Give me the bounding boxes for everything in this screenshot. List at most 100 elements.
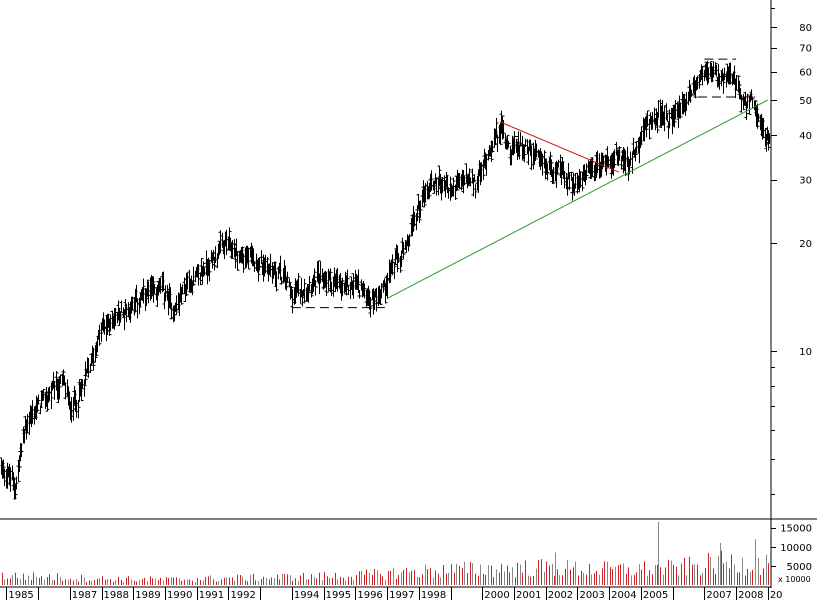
ohlc-bar — [145, 279, 150, 297]
ohlc-bar — [199, 258, 204, 277]
ohlc-bar — [83, 361, 88, 385]
ohlc-bar — [119, 300, 124, 313]
ohlc-bar — [151, 276, 156, 303]
ohlc-bar — [340, 277, 345, 297]
ohlc-bar — [617, 146, 622, 161]
ohlc-bar — [545, 163, 550, 181]
ohlc-bar — [678, 102, 683, 119]
ohlc-bar — [36, 394, 41, 405]
ohlc-bar — [201, 261, 206, 277]
ohlc-bar — [246, 247, 251, 270]
year-label: 2000 — [484, 590, 509, 600]
year-label: 2003 — [579, 590, 604, 600]
price-tick-label: 30 — [799, 176, 812, 187]
ohlc-bar — [567, 172, 572, 191]
ohlc-bar — [453, 184, 458, 200]
ohlc-bar — [492, 128, 497, 148]
volume-tick-label: 15000 — [780, 524, 812, 535]
ohlc-bar — [307, 276, 312, 292]
ohlc-bar — [612, 149, 617, 168]
ohlc-bar — [737, 80, 742, 100]
ohlc-bar — [88, 363, 93, 374]
ohlc-bar — [417, 200, 422, 224]
volume-bars-group — [2, 522, 769, 585]
ohlc-bar — [313, 280, 318, 296]
ohlc-bar — [549, 159, 554, 178]
ohlc-bar — [766, 130, 771, 151]
ohlc-bar — [93, 344, 98, 363]
ohlc-bar — [180, 284, 185, 295]
ohlc-bar — [256, 257, 261, 282]
ohlc-bar — [13, 483, 18, 500]
ohlc-bar — [82, 379, 87, 397]
ohlc-bar — [328, 268, 333, 293]
year-label: 2002 — [548, 590, 573, 600]
ohlc-bar — [473, 184, 478, 199]
year-label: 1994 — [294, 590, 319, 600]
year-label: 2007 — [706, 590, 731, 600]
ohlc-bar — [357, 290, 362, 299]
ohlc-bar — [401, 242, 406, 260]
ohlc-bar — [61, 369, 66, 386]
ohlc-bar — [184, 272, 189, 297]
year-label: 2004 — [611, 590, 636, 600]
year-label: 1985 — [8, 590, 33, 600]
year-label: 1989 — [135, 590, 160, 600]
year-label: 1991 — [199, 590, 224, 600]
ohlc-bar — [57, 376, 62, 400]
ohlc-bar — [455, 169, 460, 191]
resistance-line — [499, 121, 619, 173]
ohlc-bar — [212, 256, 217, 271]
ohlc-bar — [289, 286, 294, 299]
year-label: 1988 — [104, 590, 129, 600]
ohlc-bar — [512, 131, 517, 154]
price-bars-group — [0, 60, 772, 500]
ohlc-bar — [362, 283, 367, 299]
price-tick-label: 50 — [799, 96, 812, 107]
year-label: 1997 — [389, 590, 414, 600]
ohlc-bar — [19, 443, 24, 458]
ohlc-bar — [693, 80, 698, 99]
ohlc-bar — [467, 168, 472, 185]
ohlc-bar — [633, 147, 638, 162]
ohlc-bar — [407, 234, 412, 247]
price-tick-label: 60 — [799, 68, 812, 79]
year-label: 20 — [770, 590, 783, 600]
ohlc-bar — [207, 259, 212, 282]
support-line — [386, 99, 769, 299]
ohlc-bar — [548, 151, 553, 176]
ohlc-bar — [422, 185, 427, 208]
ohlc-bar — [721, 73, 726, 94]
ohlc-bar — [747, 95, 752, 115]
ohlc-bar — [555, 162, 560, 175]
ohlc-bar — [708, 61, 713, 78]
volume-ticks-group: 15000 10000 5000 — [771, 524, 812, 573]
ohlc-bar — [97, 324, 102, 346]
ohlc-bar — [614, 142, 619, 156]
price-tick-label: 40 — [799, 131, 812, 142]
ohlc-bar — [274, 271, 279, 292]
year-axis-group: 1985 1987 1988 1989 1990 1991 1992 1994 1995 1996… — [6, 587, 783, 600]
ohlc-bar — [141, 278, 146, 304]
ohlc-bar — [179, 288, 184, 305]
ohlc-bar — [489, 140, 494, 162]
year-label: 1995 — [326, 590, 351, 600]
year-label: 2008 — [738, 590, 763, 600]
ohlc-bar — [697, 73, 702, 89]
ohlc-bar — [227, 227, 232, 251]
ohlc-bar — [498, 123, 503, 145]
ohlc-bar — [99, 323, 104, 342]
price-tick-label: 10 — [799, 347, 812, 358]
ohlc-bar — [296, 273, 301, 297]
ohlc-bar — [45, 395, 50, 412]
ohlc-bar — [224, 229, 229, 256]
ohlc-bar — [672, 104, 677, 128]
ohlc-bar — [706, 67, 711, 84]
price-tick-label: 70 — [799, 44, 812, 55]
ohlc-bar — [518, 131, 523, 147]
ohlc-bar — [750, 96, 755, 109]
ohlc-bar — [569, 171, 574, 181]
ohlc-bar — [235, 251, 240, 271]
